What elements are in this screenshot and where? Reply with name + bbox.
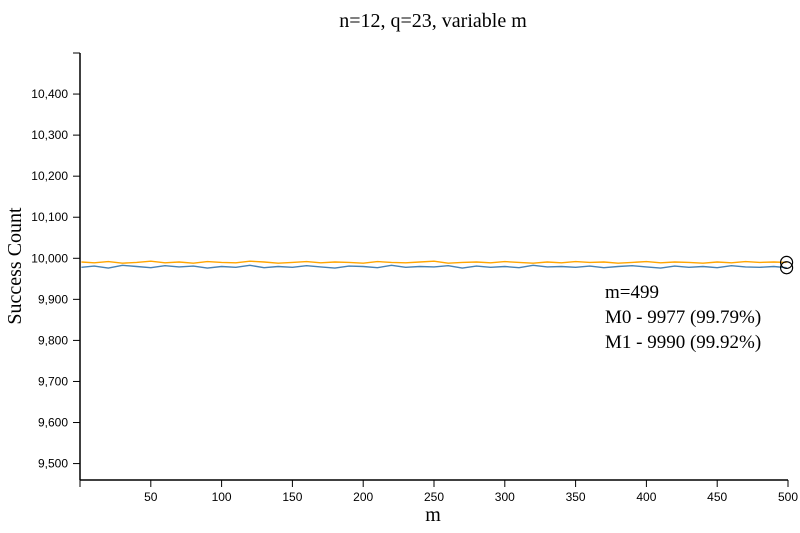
y-tick-label: 9,800 bbox=[38, 333, 68, 347]
y-tick-label: 10,200 bbox=[31, 169, 68, 183]
y-axis-label: Success Count bbox=[4, 207, 26, 325]
y-tick-label: 10,300 bbox=[31, 128, 68, 142]
annotation-m0: M0 - 9977 (99.79%) bbox=[605, 307, 761, 328]
annotation-m1: M1 - 9990 (99.92%) bbox=[605, 332, 761, 353]
y-tick-label: 10,400 bbox=[31, 87, 68, 101]
chart-title: n=12, q=23, variable m bbox=[339, 10, 527, 32]
series-group bbox=[81, 260, 787, 269]
y-ticks: 9,500 9,600 9,700 9,800 9,900 10,000 10,100 10,… bbox=[31, 87, 80, 471]
hover-markers bbox=[779, 255, 794, 275]
annotation-m: m=499 bbox=[605, 282, 659, 303]
x-tick-label: 400 bbox=[636, 490, 656, 504]
x-tick-label: 150 bbox=[282, 490, 302, 504]
hover-annotation: m=499 M0 - 9977 (99.79%) M1 - 9990 (99.9… bbox=[605, 282, 761, 353]
x-tick-label: 50 bbox=[144, 490, 158, 504]
y-tick-label: 10,000 bbox=[31, 251, 68, 265]
y-tick-label: 9,600 bbox=[38, 416, 68, 430]
series-line-m0 bbox=[81, 264, 787, 269]
y-tick-label: 9,900 bbox=[38, 292, 68, 306]
x-tick-label: 450 bbox=[707, 490, 727, 504]
y-tick-label: 9,700 bbox=[38, 374, 68, 388]
x-axis-label: m bbox=[425, 504, 441, 526]
x-tick-label: 300 bbox=[495, 490, 515, 504]
x-tick-label: 250 bbox=[424, 490, 444, 504]
x-tick-label: 500 bbox=[778, 490, 798, 504]
y-tick-label: 10,100 bbox=[31, 210, 68, 224]
x-tick-label: 100 bbox=[212, 490, 232, 504]
x-tick-label: 350 bbox=[566, 490, 586, 504]
marker-m1 bbox=[779, 255, 794, 269]
x-tick-label: 200 bbox=[353, 490, 373, 504]
x-ticks: 50 100 150 200 250 300 350 400 450 500 bbox=[144, 480, 798, 504]
y-axis: 9,500 9,600 9,700 9,800 9,900 10,000 10,100 10,… bbox=[31, 52, 81, 480]
series-line-m1 bbox=[81, 260, 787, 264]
x-axis: 50 100 150 200 250 300 350 400 450 500 bbox=[79, 479, 798, 504]
y-tick-label: 9,500 bbox=[38, 457, 68, 471]
marker-m0 bbox=[779, 261, 794, 275]
